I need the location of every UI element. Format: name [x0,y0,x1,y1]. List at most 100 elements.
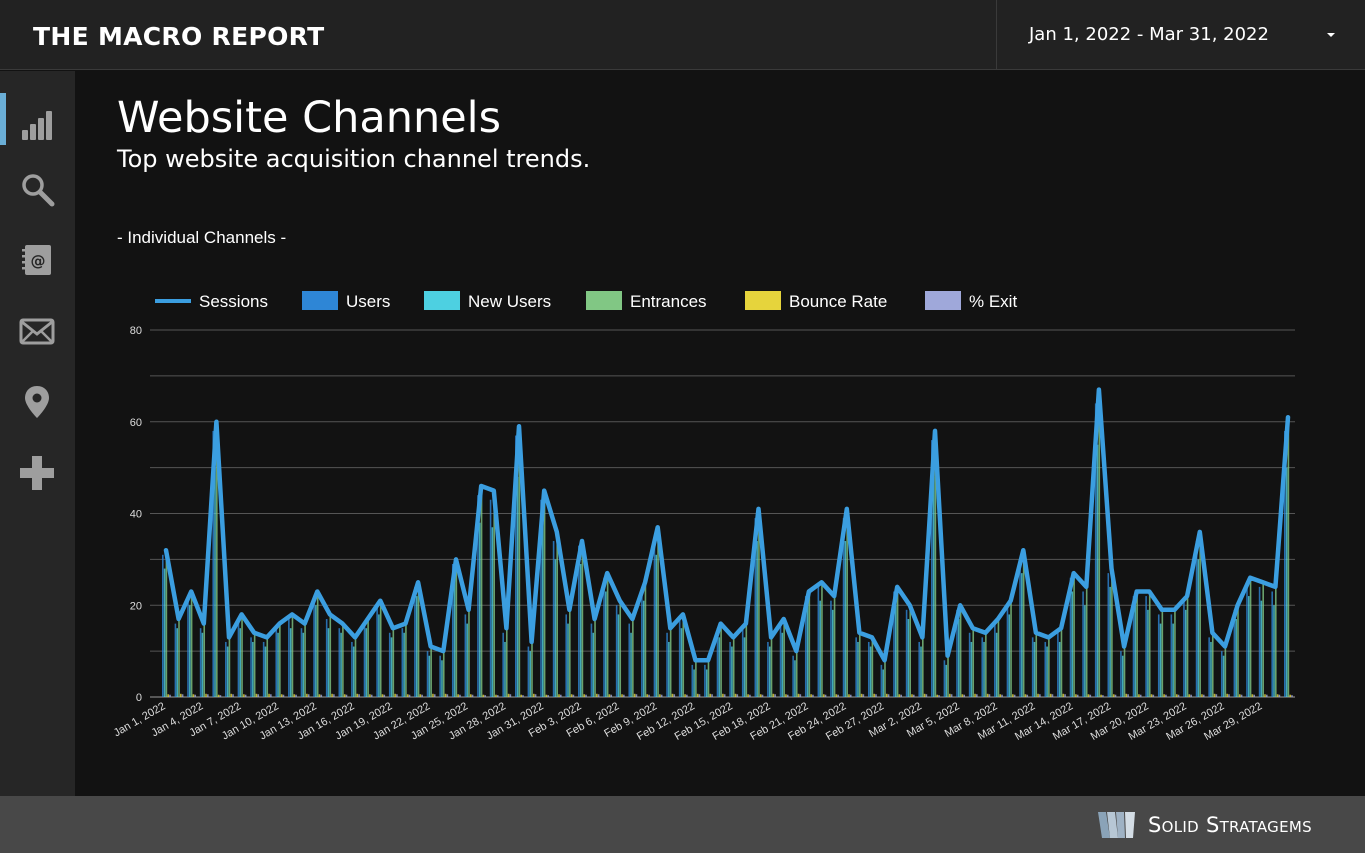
legend-label[interactable]: Users [346,292,390,311]
bar-exit [623,694,625,697]
bar-bounce-rate [520,694,522,697]
bar-bounce-rate [205,693,207,697]
nav-item-location[interactable] [0,370,75,432]
bar-exit [1265,694,1268,697]
bar-entrances [922,637,924,697]
bar-users [893,591,895,697]
bar-users [313,596,315,697]
bar-users [502,632,504,697]
bar-exit [1152,694,1155,697]
bar-new-users [1021,573,1023,697]
bar-bounce-rate [1037,693,1039,697]
legend-swatch-sessions [155,299,191,303]
y-tick-label: 0 [136,692,142,704]
nav-item-email[interactable] [0,299,75,361]
legend-label[interactable]: New Users [468,292,551,311]
bar-new-users [1222,655,1225,697]
bar-entrances [1161,609,1164,697]
bar-bounce-rate [797,693,800,697]
bar-users [565,614,568,697]
bar-users [1233,609,1236,697]
bar-bounce-rate [923,693,926,697]
location-pin-icon [25,386,49,418]
bar-exit [320,694,323,697]
bar-new-users [617,614,620,697]
bar-new-users [1121,655,1124,697]
bar-entrances [379,600,382,697]
nav-item-add[interactable] [0,441,75,503]
bar-bounce-rate [1188,694,1191,697]
report-title: THE MACRO REPORT [33,22,325,51]
bar-entrances [720,623,722,697]
bar-entrances [1274,586,1277,697]
legend-swatch [586,291,622,310]
bar-exit [648,694,650,697]
bar-entrances [367,619,369,697]
bar-users [338,628,341,697]
bar-entrances [1136,591,1138,697]
bar-users [451,563,454,697]
bar-new-users [705,669,708,697]
bar-bounce-rate [1100,694,1102,697]
legend-label[interactable]: Entrances [630,292,707,311]
bar-users [477,495,479,697]
nav-item-overview[interactable] [0,93,75,155]
legend-label[interactable]: % Exit [969,292,1017,311]
bar-exit [723,694,726,697]
bar-new-users [1172,623,1174,697]
bar-entrances [556,531,559,697]
bar-exit [219,695,222,697]
bar-users [867,641,870,697]
bar-new-users [970,641,973,697]
bar-entrances [316,591,319,697]
bar-new-users [478,522,481,697]
bar-bounce-rate [646,694,649,697]
nav-item-search[interactable] [0,157,75,219]
legend-label[interactable]: Sessions [199,292,268,311]
bar-new-users [453,577,456,697]
bar-new-users [441,660,443,697]
bar-entrances [972,628,975,697]
bar-bounce-rate [558,694,560,697]
bar-exit [597,694,600,697]
bar-users [767,641,769,697]
bar-bounce-rate [898,694,901,697]
legend-label[interactable]: Bounce Rate [789,292,887,311]
bar-new-users [932,476,935,697]
bar-new-users [958,619,960,697]
bar-entrances [1085,586,1088,697]
bar-bounce-rate [495,694,497,697]
bar-users [376,605,378,697]
bar-exit [282,694,285,697]
bar-bounce-rate [911,694,913,697]
bar-bounce-rate [217,694,220,697]
bar-entrances [833,596,836,697]
bar-bounce-rate [1062,693,1065,697]
bar-new-users [630,632,632,697]
bar-bounce-rate [192,694,195,697]
bar-users [842,518,845,697]
nav-item-contacts[interactable]: @ [0,228,75,290]
bar-users [830,600,832,697]
bar-exit [1278,694,1281,697]
date-range-value: Jan 1, 2022 - Mar 31, 2022 [1029,24,1269,45]
bar-bounce-rate [1276,694,1279,697]
bar-entrances [304,623,306,697]
bar-bounce-rate [1289,694,1291,697]
bar-bounce-rate [1075,694,1077,697]
bar-entrances [909,605,911,697]
bar-users [300,628,303,697]
bar-bounce-rate [1024,694,1027,697]
bar-new-users [415,596,418,697]
bar-bounce-rate [532,693,535,697]
bar-bounce-rate [432,693,434,697]
bar-bounce-rate [608,694,611,697]
bar-users [1183,600,1185,697]
date-range-picker[interactable]: Jan 1, 2022 - Mar 31, 2022 [996,0,1365,70]
bar-users [931,440,933,697]
bar-entrances [959,605,962,697]
bar-new-users [1285,467,1288,697]
bar-new-users [378,614,380,697]
bar-exit [988,694,991,697]
bar-users [704,664,706,697]
